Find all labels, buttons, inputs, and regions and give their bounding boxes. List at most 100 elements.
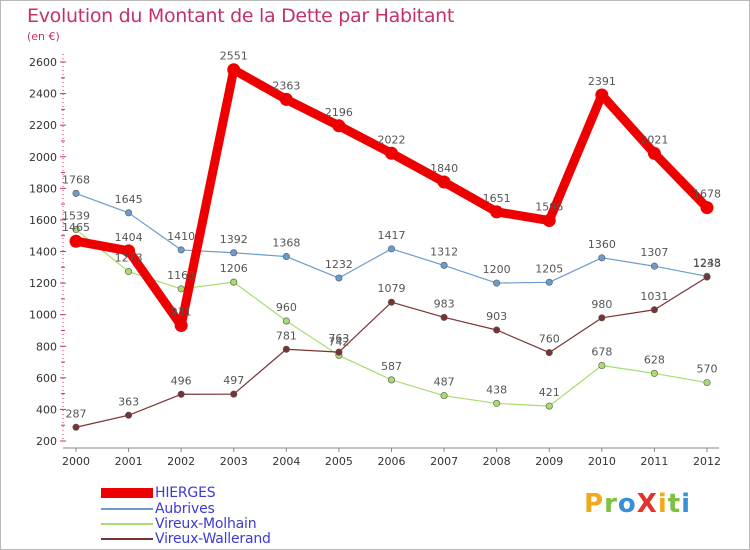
chart-title: Evolution du Montant de la Dette par Hab… [27, 5, 455, 27]
data-label-aubrives: 1392 [220, 233, 248, 246]
series-layer [69, 63, 714, 431]
legend-swatch-vireux-wallerand [101, 538, 153, 540]
data-label-aubrives: 1232 [325, 258, 353, 271]
data-labels-layer: 1465 1404 931 2551 2363 2196 2022 1840 1651 1596 2… [62, 50, 721, 421]
data-point-hierges [122, 244, 136, 258]
data-label-vireux-molhain: 438 [486, 383, 507, 396]
y-tick-label: 1000 [29, 309, 57, 322]
data-label-vireux-wallerand: 497 [223, 374, 244, 387]
data-label-aubrives: 1768 [62, 173, 90, 186]
data-label-hierges: 2551 [220, 50, 248, 63]
x-tick-label: 2001 [115, 455, 143, 468]
data-label-hierges: 1678 [693, 188, 721, 201]
data-label-vireux-wallerand: 1031 [640, 290, 668, 303]
data-point-vireux-wallerand [598, 314, 606, 322]
data-label-vireux-molhain: 421 [539, 386, 560, 399]
data-point-vireux-wallerand [335, 348, 343, 356]
x-tick-label: 2002 [167, 455, 195, 468]
data-point-aubrives [282, 253, 290, 261]
legend-swatch-aubrives [101, 508, 153, 510]
data-point-vireux-wallerand [125, 411, 133, 419]
data-point-aubrives [72, 189, 80, 197]
data-label-vireux-molhain: 1273 [115, 252, 143, 265]
proxiti-logo-letter: t [667, 489, 682, 519]
data-label-vireux-wallerand: 903 [486, 310, 507, 323]
proxiti-logo-letter: P [584, 489, 605, 519]
data-point-vireux-wallerand [282, 345, 290, 353]
y-tick-label: 600 [36, 372, 57, 385]
data-label-hierges: 2391 [588, 75, 616, 88]
data-label-vireux-molhain: 678 [591, 346, 612, 359]
data-label-aubrives: 1368 [272, 237, 300, 250]
data-label-vireux-molhain: 570 [697, 363, 718, 376]
data-label-vireux-wallerand: 1238 [693, 257, 721, 270]
data-label-vireux-wallerand: 781 [276, 329, 297, 342]
legend-item-vireux-molhain[interactable]: Vireux-Molhain [101, 516, 321, 532]
data-point-aubrives [440, 261, 448, 269]
data-label-aubrives: 1312 [430, 245, 458, 258]
data-point-vireux-molhain [703, 379, 711, 387]
proxiti-logo-letter: X [636, 489, 658, 519]
data-label-hierges: 1651 [483, 192, 511, 205]
y-tick-label: 1400 [29, 246, 57, 259]
data-label-hierges: 2021 [640, 133, 668, 146]
data-point-vireux-wallerand [440, 313, 448, 321]
data-label-vireux-molhain: 1163 [167, 269, 195, 282]
data-point-hierges [542, 214, 556, 228]
data-point-aubrives [335, 274, 343, 282]
data-point-hierges [279, 92, 293, 106]
data-point-vireux-wallerand [545, 349, 553, 357]
x-tick-label: 2011 [640, 455, 668, 468]
data-label-vireux-wallerand: 496 [171, 374, 192, 387]
data-point-hierges [437, 175, 451, 189]
legend-item-hierges[interactable]: HIERGES [101, 485, 321, 501]
y-tick-label: 1800 [29, 182, 57, 195]
data-label-aubrives: 1645 [115, 193, 143, 206]
data-label-vireux-molhain: 742 [328, 335, 349, 348]
legend-swatch-hierges [101, 488, 153, 498]
data-label-hierges: 1404 [115, 231, 143, 244]
legend-label-vireux-wallerand: Vireux-Wallerand [155, 531, 271, 547]
x-tick-label: 2003 [220, 455, 248, 468]
data-label-vireux-wallerand: 287 [66, 407, 87, 420]
proxiti-logo: ProXiti [584, 489, 691, 519]
data-point-hierges [595, 88, 609, 102]
data-label-aubrives: 1200 [483, 263, 511, 276]
y-tick-label: 2200 [29, 119, 57, 132]
data-label-vireux-wallerand: 980 [591, 298, 612, 311]
data-point-hierges [332, 119, 346, 133]
data-label-aubrives: 1410 [167, 230, 195, 243]
data-label-hierges: 1596 [535, 201, 563, 214]
x-tick-label: 2007 [430, 455, 458, 468]
data-point-vireux-wallerand [230, 390, 238, 398]
data-point-vireux-wallerand [493, 326, 501, 334]
x-tick-label: 2000 [62, 455, 90, 468]
data-label-hierges: 2196 [325, 106, 353, 119]
data-label-hierges: 2022 [378, 133, 406, 146]
x-tick-label: 2005 [325, 455, 353, 468]
data-label-aubrives: 1360 [588, 238, 616, 251]
y-tick-label: 1200 [29, 277, 57, 290]
data-label-vireux-wallerand: 363 [118, 395, 139, 408]
data-point-vireux-wallerand [703, 273, 711, 281]
data-point-aubrives [177, 246, 185, 254]
x-tick-label: 2004 [272, 455, 300, 468]
data-label-hierges: 2363 [272, 79, 300, 92]
data-point-vireux-molhain [72, 226, 80, 234]
data-point-vireux-molhain [387, 376, 395, 384]
y-tick-label: 800 [36, 340, 57, 353]
data-label-aubrives: 1243 [693, 256, 721, 269]
legend-label-aubrives: Aubrives [155, 501, 215, 517]
legend-item-aubrives[interactable]: Aubrives [101, 501, 321, 517]
data-label-aubrives: 1205 [535, 262, 563, 275]
data-point-vireux-molhain [230, 278, 238, 286]
data-point-vireux-molhain [177, 285, 185, 293]
y-tick-label: 2000 [29, 151, 57, 164]
data-point-aubrives [387, 245, 395, 253]
data-label-vireux-wallerand: 1079 [378, 282, 406, 295]
data-point-aubrives [650, 262, 658, 270]
data-point-hierges [69, 234, 83, 248]
legend-item-vireux-wallerand[interactable]: Vireux-Wallerand [101, 531, 321, 547]
data-label-hierges: 1840 [430, 162, 458, 175]
